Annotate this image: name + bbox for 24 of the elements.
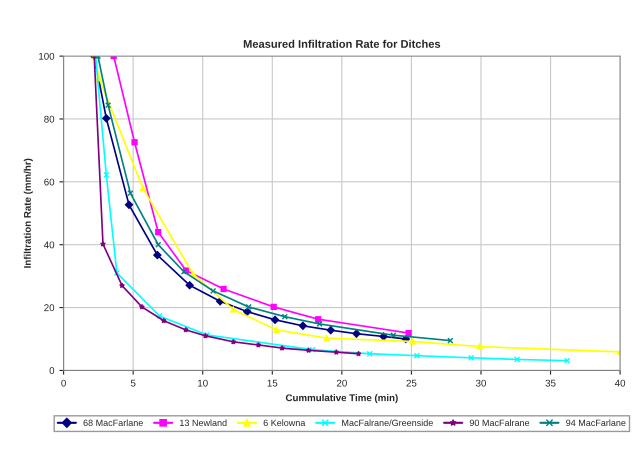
x-axis-title: Cummulative Time (min) xyxy=(286,394,398,404)
legend-label: 68 MacFarlane xyxy=(84,419,143,426)
y-tick-label: 60 xyxy=(44,178,54,186)
legend-label: 90 MacFalrane xyxy=(470,419,530,426)
x-tick-label: 30 xyxy=(476,380,486,387)
x-tick-label: 35 xyxy=(546,380,556,387)
chart-title: Measured Infiltration Rate for Ditches xyxy=(244,40,440,48)
x-tick-label: 20 xyxy=(336,380,347,387)
x-tick-label: 10 xyxy=(198,380,208,387)
y-tick-label: 40 xyxy=(44,241,54,248)
y-axis-title: Infiltration Rate (mm/hr) xyxy=(24,158,33,268)
y-tick-label: 20 xyxy=(44,304,54,312)
x-tick-label: 25 xyxy=(406,380,416,387)
x-tick-label: 5 xyxy=(130,380,136,387)
legend-label: 6 Kelowna xyxy=(264,419,306,426)
y-tick-label: 80 xyxy=(44,116,54,123)
x-tick-label: 0 xyxy=(61,380,66,387)
x-tick-label: 40 xyxy=(614,380,626,387)
y-tick-label: 100 xyxy=(39,52,54,60)
legend-label: MacFalrane/Greenside xyxy=(342,419,433,426)
legend-label: 13 Newland xyxy=(180,419,226,426)
x-tick-label: 15 xyxy=(268,380,278,387)
y-tick-label: 0 xyxy=(50,367,54,374)
legend-label: 94 MacFarlane xyxy=(566,419,626,426)
